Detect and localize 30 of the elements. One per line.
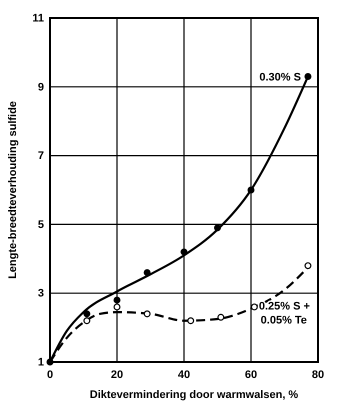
y-tick-label: 7 <box>38 150 44 162</box>
point <box>187 317 194 324</box>
x-tick-label: 40 <box>178 368 190 381</box>
x-tick-label: 20 <box>110 368 124 381</box>
point <box>144 269 151 276</box>
x-tick-label: 0 <box>46 368 54 381</box>
point <box>250 303 258 310</box>
point <box>83 310 90 318</box>
x-tick-label: 80 <box>312 368 324 381</box>
x-axis-title: Diktevermindering door warmwalsen, % <box>90 389 298 401</box>
y-axis-title: Lengte-breedteverhouding sulfide <box>7 101 19 279</box>
point <box>83 317 90 324</box>
series-label: 0.25% S + 0.05% Te <box>258 300 310 326</box>
y-tick-label: 3 <box>38 288 44 300</box>
y-tick-label: 11 <box>32 12 44 25</box>
point <box>217 314 224 321</box>
point <box>114 303 120 310</box>
y-tick-label: 1 <box>38 356 44 369</box>
point <box>304 73 312 80</box>
y-tick-label: 9 <box>38 81 44 94</box>
point <box>144 310 151 318</box>
point <box>180 248 188 256</box>
series-label: 0.30% S <box>259 71 301 84</box>
point <box>248 186 254 194</box>
x-tick-label: 60 <box>244 368 258 381</box>
point <box>114 296 120 304</box>
y-tick-label: 5 <box>38 218 44 231</box>
point <box>46 358 54 366</box>
point <box>304 262 312 270</box>
point <box>214 224 221 232</box>
